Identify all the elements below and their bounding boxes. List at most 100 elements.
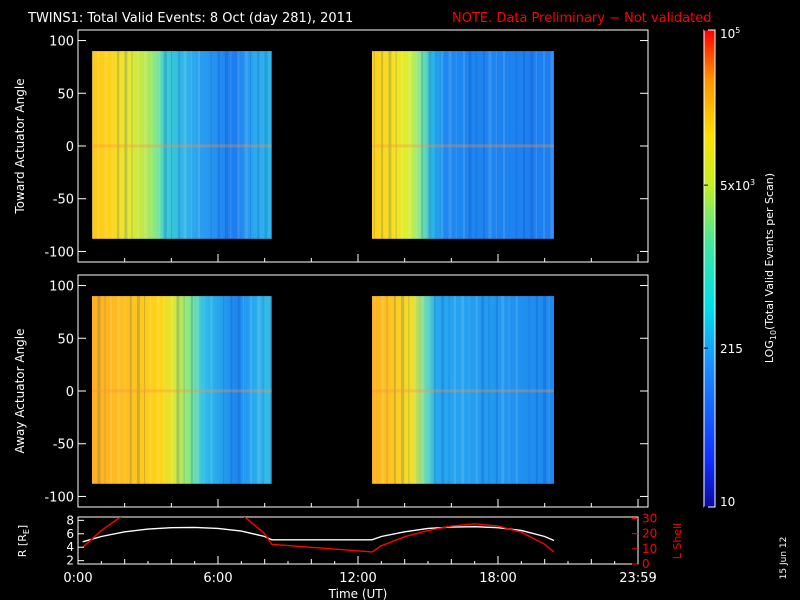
colorbar-label: LOG10(Total Valid Events per Scan) xyxy=(763,173,778,363)
heatmap-streak xyxy=(117,296,121,484)
heatmap-streak xyxy=(198,51,201,239)
lshell-tick-label: 20 xyxy=(642,527,657,541)
heatmap-streak xyxy=(428,296,430,484)
heatmap-streak xyxy=(488,296,490,484)
orbit-lines xyxy=(82,517,555,553)
heatmap-streak xyxy=(196,296,200,484)
heatmap-streak xyxy=(483,51,486,239)
r-axis-label-sub: E xyxy=(22,529,31,534)
heatmap-streak xyxy=(104,296,106,484)
colorbar-label-sub: 10 xyxy=(769,330,778,340)
heatmap-streak xyxy=(176,296,180,484)
heatmap-streak xyxy=(415,51,417,239)
heatmap-streak xyxy=(250,296,253,484)
heatmap-streak xyxy=(237,296,241,484)
heatmap-streak xyxy=(264,51,268,239)
heatmap-streak xyxy=(448,296,450,484)
heatmap-streak xyxy=(495,51,497,239)
heatmap-streak xyxy=(131,51,133,239)
heatmap-streak xyxy=(530,51,534,239)
heatmap-streak xyxy=(97,296,101,484)
heatmap-streak xyxy=(163,296,165,484)
x-tick-label: 18:00 xyxy=(479,571,516,586)
date-stamp: 15 Jun 12 xyxy=(779,537,789,580)
heatmap-streak xyxy=(210,296,213,484)
y-tick-label: 100 xyxy=(49,280,74,295)
heatmap-streak xyxy=(475,51,477,239)
heatmap-streak xyxy=(401,51,404,239)
heatmap-streak xyxy=(543,296,547,484)
heatmap-streak xyxy=(217,51,220,239)
heatmap-streak xyxy=(435,51,437,239)
r-tick-label: 4 xyxy=(66,540,74,554)
heatmap-streak xyxy=(468,51,472,239)
zero-angle-band xyxy=(372,389,554,393)
heatmap-streak xyxy=(124,51,128,239)
heatmap-streak xyxy=(257,296,261,484)
r-axis-label: R [RE] xyxy=(16,525,31,557)
r-series-line xyxy=(82,525,555,543)
heatmap-streak xyxy=(543,51,546,239)
lshell-series-line xyxy=(82,517,555,553)
heatmap-streak xyxy=(158,51,161,239)
toward-panel: 100 50 0 -50 -100 Toward Actuator Angle xyxy=(13,29,649,263)
y-tick-label: 50 xyxy=(57,332,74,347)
r-tick-label: 8 xyxy=(66,513,74,527)
colorbar-gradient xyxy=(704,30,715,507)
heatmap-streak xyxy=(408,51,412,239)
heatmap-streak xyxy=(117,51,120,239)
heatmap-streak xyxy=(183,51,187,239)
heatmap-streak xyxy=(269,296,272,484)
x-tick-label: 23:59 xyxy=(619,571,656,586)
heatmap-streak xyxy=(433,296,436,484)
y-tick-label: -50 xyxy=(53,438,74,453)
toward-y-axis-label: Toward Actuator Angle xyxy=(13,78,27,214)
heatmap-streak xyxy=(257,51,260,239)
y-tick-label: -100 xyxy=(44,490,74,505)
heatmap-streak xyxy=(515,296,518,484)
zero-angle-band xyxy=(92,389,272,393)
heatmap-streak xyxy=(548,296,550,484)
heatmap-streak xyxy=(448,51,452,239)
heatmap-streak xyxy=(455,51,457,239)
zero-angle-band xyxy=(372,144,554,148)
heatmap-streak xyxy=(149,296,152,484)
x-tick-label: 0:00 xyxy=(63,571,92,586)
lshell-tick-label: 0 xyxy=(642,557,650,571)
heatmap-streak xyxy=(528,296,530,484)
heatmap-streak xyxy=(508,296,510,484)
heatmap-streak xyxy=(381,296,385,484)
x-tick-label: 12:00 xyxy=(339,571,376,586)
toward-heatmap xyxy=(92,51,554,239)
heatmap-streak xyxy=(230,296,233,484)
heatmap-streak xyxy=(535,51,537,239)
heatmap-streak xyxy=(92,51,93,239)
heatmap-streak xyxy=(535,296,538,484)
heatmap-streak xyxy=(230,51,232,239)
heatmap-streak xyxy=(183,296,185,484)
heatmap-streak xyxy=(210,51,212,239)
heatmap-streak xyxy=(463,51,465,239)
colorbar-tick-label: 10 xyxy=(720,495,735,509)
heatmap-streak xyxy=(163,51,167,239)
preliminary-note: NOTE. Data Preliminary − Not validated xyxy=(452,11,711,26)
heatmap-streak xyxy=(373,51,375,239)
y-tick-label: 50 xyxy=(57,87,74,102)
heatmap-streak xyxy=(104,51,108,239)
x-axis-label: Time (UT) xyxy=(328,587,388,600)
heatmap-streak xyxy=(441,296,445,484)
y-tick-label: -50 xyxy=(53,193,74,208)
heatmap-streak xyxy=(223,296,225,484)
colorbar-tick-label: 215 xyxy=(720,342,743,356)
heatmap-streak xyxy=(262,296,264,484)
heatmap-streak xyxy=(381,51,384,239)
heatmap-streak xyxy=(481,296,485,484)
y-tick-label: 100 xyxy=(49,35,74,50)
heatmap-streak xyxy=(503,51,506,239)
r-axis-label-close: ] xyxy=(16,525,29,529)
colorbar-tick-label: 105 xyxy=(720,26,740,41)
